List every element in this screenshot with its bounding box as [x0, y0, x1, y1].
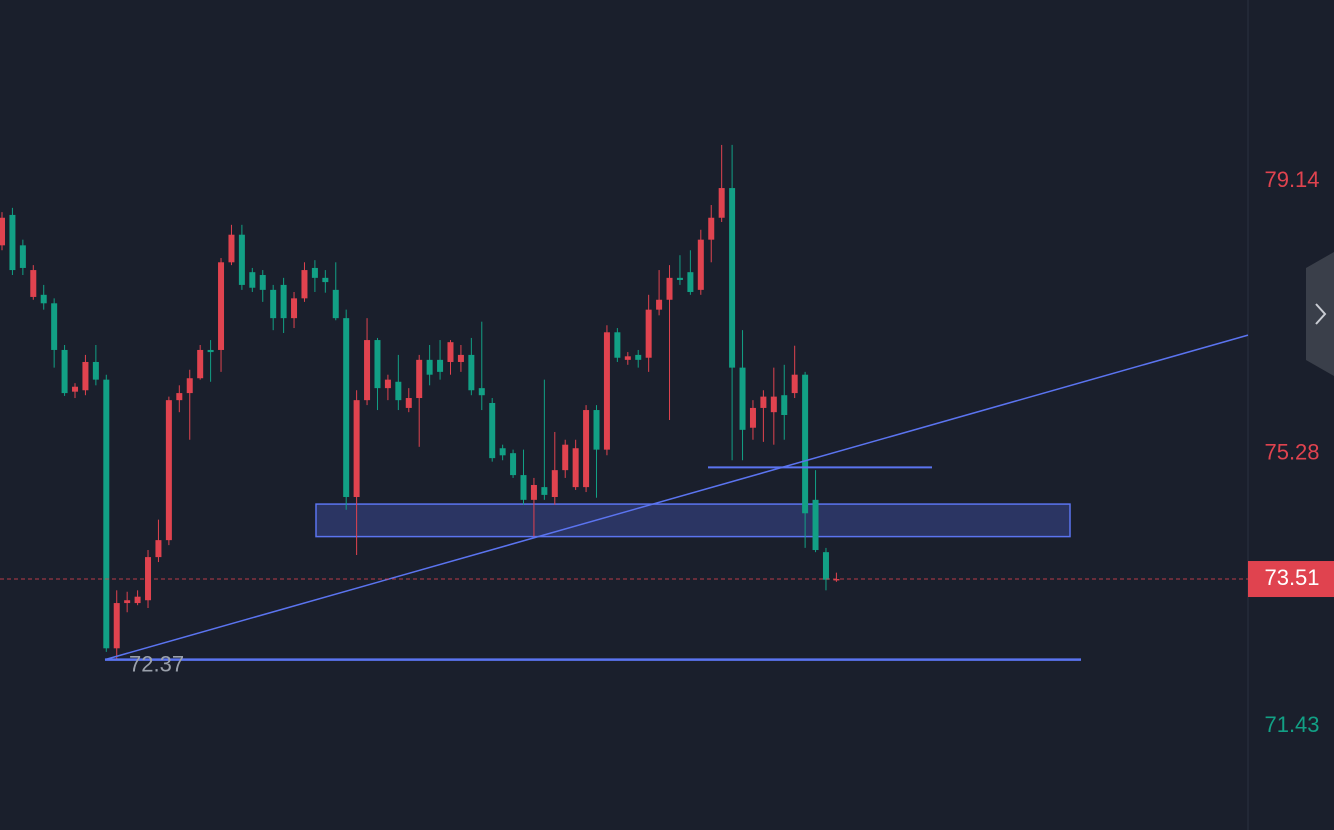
candle-body	[437, 359, 444, 372]
y-tick-label: 75.28	[1264, 440, 1319, 465]
candle-body	[603, 332, 610, 450]
candle-body	[687, 272, 694, 292]
candle-body	[9, 214, 16, 271]
candle-body	[499, 448, 506, 456]
candle-body	[270, 289, 277, 319]
candle-body	[572, 448, 579, 488]
candle-body	[291, 298, 298, 319]
candle-body	[562, 444, 569, 471]
candle-body	[301, 270, 308, 299]
collapse-tab[interactable]	[1306, 252, 1334, 376]
candle-body	[374, 340, 381, 389]
candle-body	[124, 600, 131, 604]
candle-body	[666, 277, 673, 300]
candle-body	[176, 393, 183, 401]
candle-body	[833, 579, 840, 581]
candle-body	[405, 398, 412, 408]
candle-body	[238, 234, 245, 285]
candle-body	[645, 309, 652, 358]
tab-shape[interactable]	[1306, 252, 1334, 376]
y-tick-label: 71.43	[1264, 712, 1319, 737]
candle-body	[197, 349, 204, 379]
candle-body	[635, 354, 642, 360]
candle-body	[364, 340, 371, 401]
candle-body	[186, 378, 193, 394]
candle-body	[30, 270, 37, 297]
candle-body	[624, 356, 631, 360]
candle-body	[551, 470, 558, 498]
last-price-label: 73.51	[1264, 565, 1319, 590]
candle-body	[207, 349, 214, 353]
trendline	[104, 334, 1249, 661]
candle-body	[395, 381, 402, 401]
tab-arrow[interactable]	[1315, 303, 1327, 325]
candle-body	[718, 188, 725, 218]
candle-body	[40, 294, 47, 304]
last-price-box	[1248, 561, 1334, 598]
candle-body	[103, 379, 110, 649]
candle-body	[510, 453, 517, 476]
candle-body	[134, 596, 141, 604]
candle-body	[155, 540, 162, 558]
y-tick-label: 79.14	[1264, 167, 1319, 192]
candle-body	[822, 552, 829, 580]
candle-body	[708, 217, 715, 240]
support-label: 72.37	[129, 651, 184, 676]
candle-body	[416, 359, 423, 399]
candle-body	[530, 484, 537, 500]
candle-body	[781, 395, 788, 415]
candle-body	[51, 303, 58, 350]
candle-body	[426, 359, 433, 375]
candle-body	[656, 299, 663, 310]
candle-body	[770, 396, 777, 413]
candle-body	[92, 361, 99, 380]
candle-body	[489, 402, 496, 459]
candle-body	[760, 396, 767, 408]
price-zone	[315, 503, 1071, 538]
candle-body	[457, 354, 464, 362]
candle-body	[19, 245, 26, 268]
candle-body	[541, 487, 548, 495]
candle-body	[343, 318, 350, 498]
candle-body	[61, 349, 68, 394]
candle-body	[739, 367, 746, 430]
candle-body	[165, 400, 172, 541]
candle-body	[228, 234, 235, 263]
candle-body	[697, 239, 704, 290]
candle-body	[113, 603, 120, 649]
candle-body	[791, 374, 798, 394]
candle-body	[729, 188, 736, 368]
candle-body	[218, 262, 225, 350]
candle-body	[447, 342, 454, 362]
candle-body	[593, 410, 600, 450]
candle-body	[478, 388, 485, 396]
candle-body	[468, 354, 475, 391]
candle-body	[583, 410, 590, 488]
candle-body	[311, 267, 318, 278]
candle-body	[259, 275, 266, 290]
candle-body	[280, 284, 287, 319]
candle-body	[332, 289, 339, 319]
candle-body	[0, 217, 5, 246]
candle-body	[249, 272, 256, 288]
candle-body	[749, 407, 756, 428]
candle-body	[384, 379, 391, 389]
candle-body	[520, 475, 527, 500]
candle-body	[353, 400, 360, 498]
candle-body	[322, 277, 329, 283]
candle-body	[72, 386, 79, 392]
candle-body	[812, 499, 819, 551]
candle-body	[676, 277, 683, 280]
candle-body	[82, 361, 89, 391]
candle-body	[802, 374, 809, 514]
candle-body	[614, 332, 621, 358]
